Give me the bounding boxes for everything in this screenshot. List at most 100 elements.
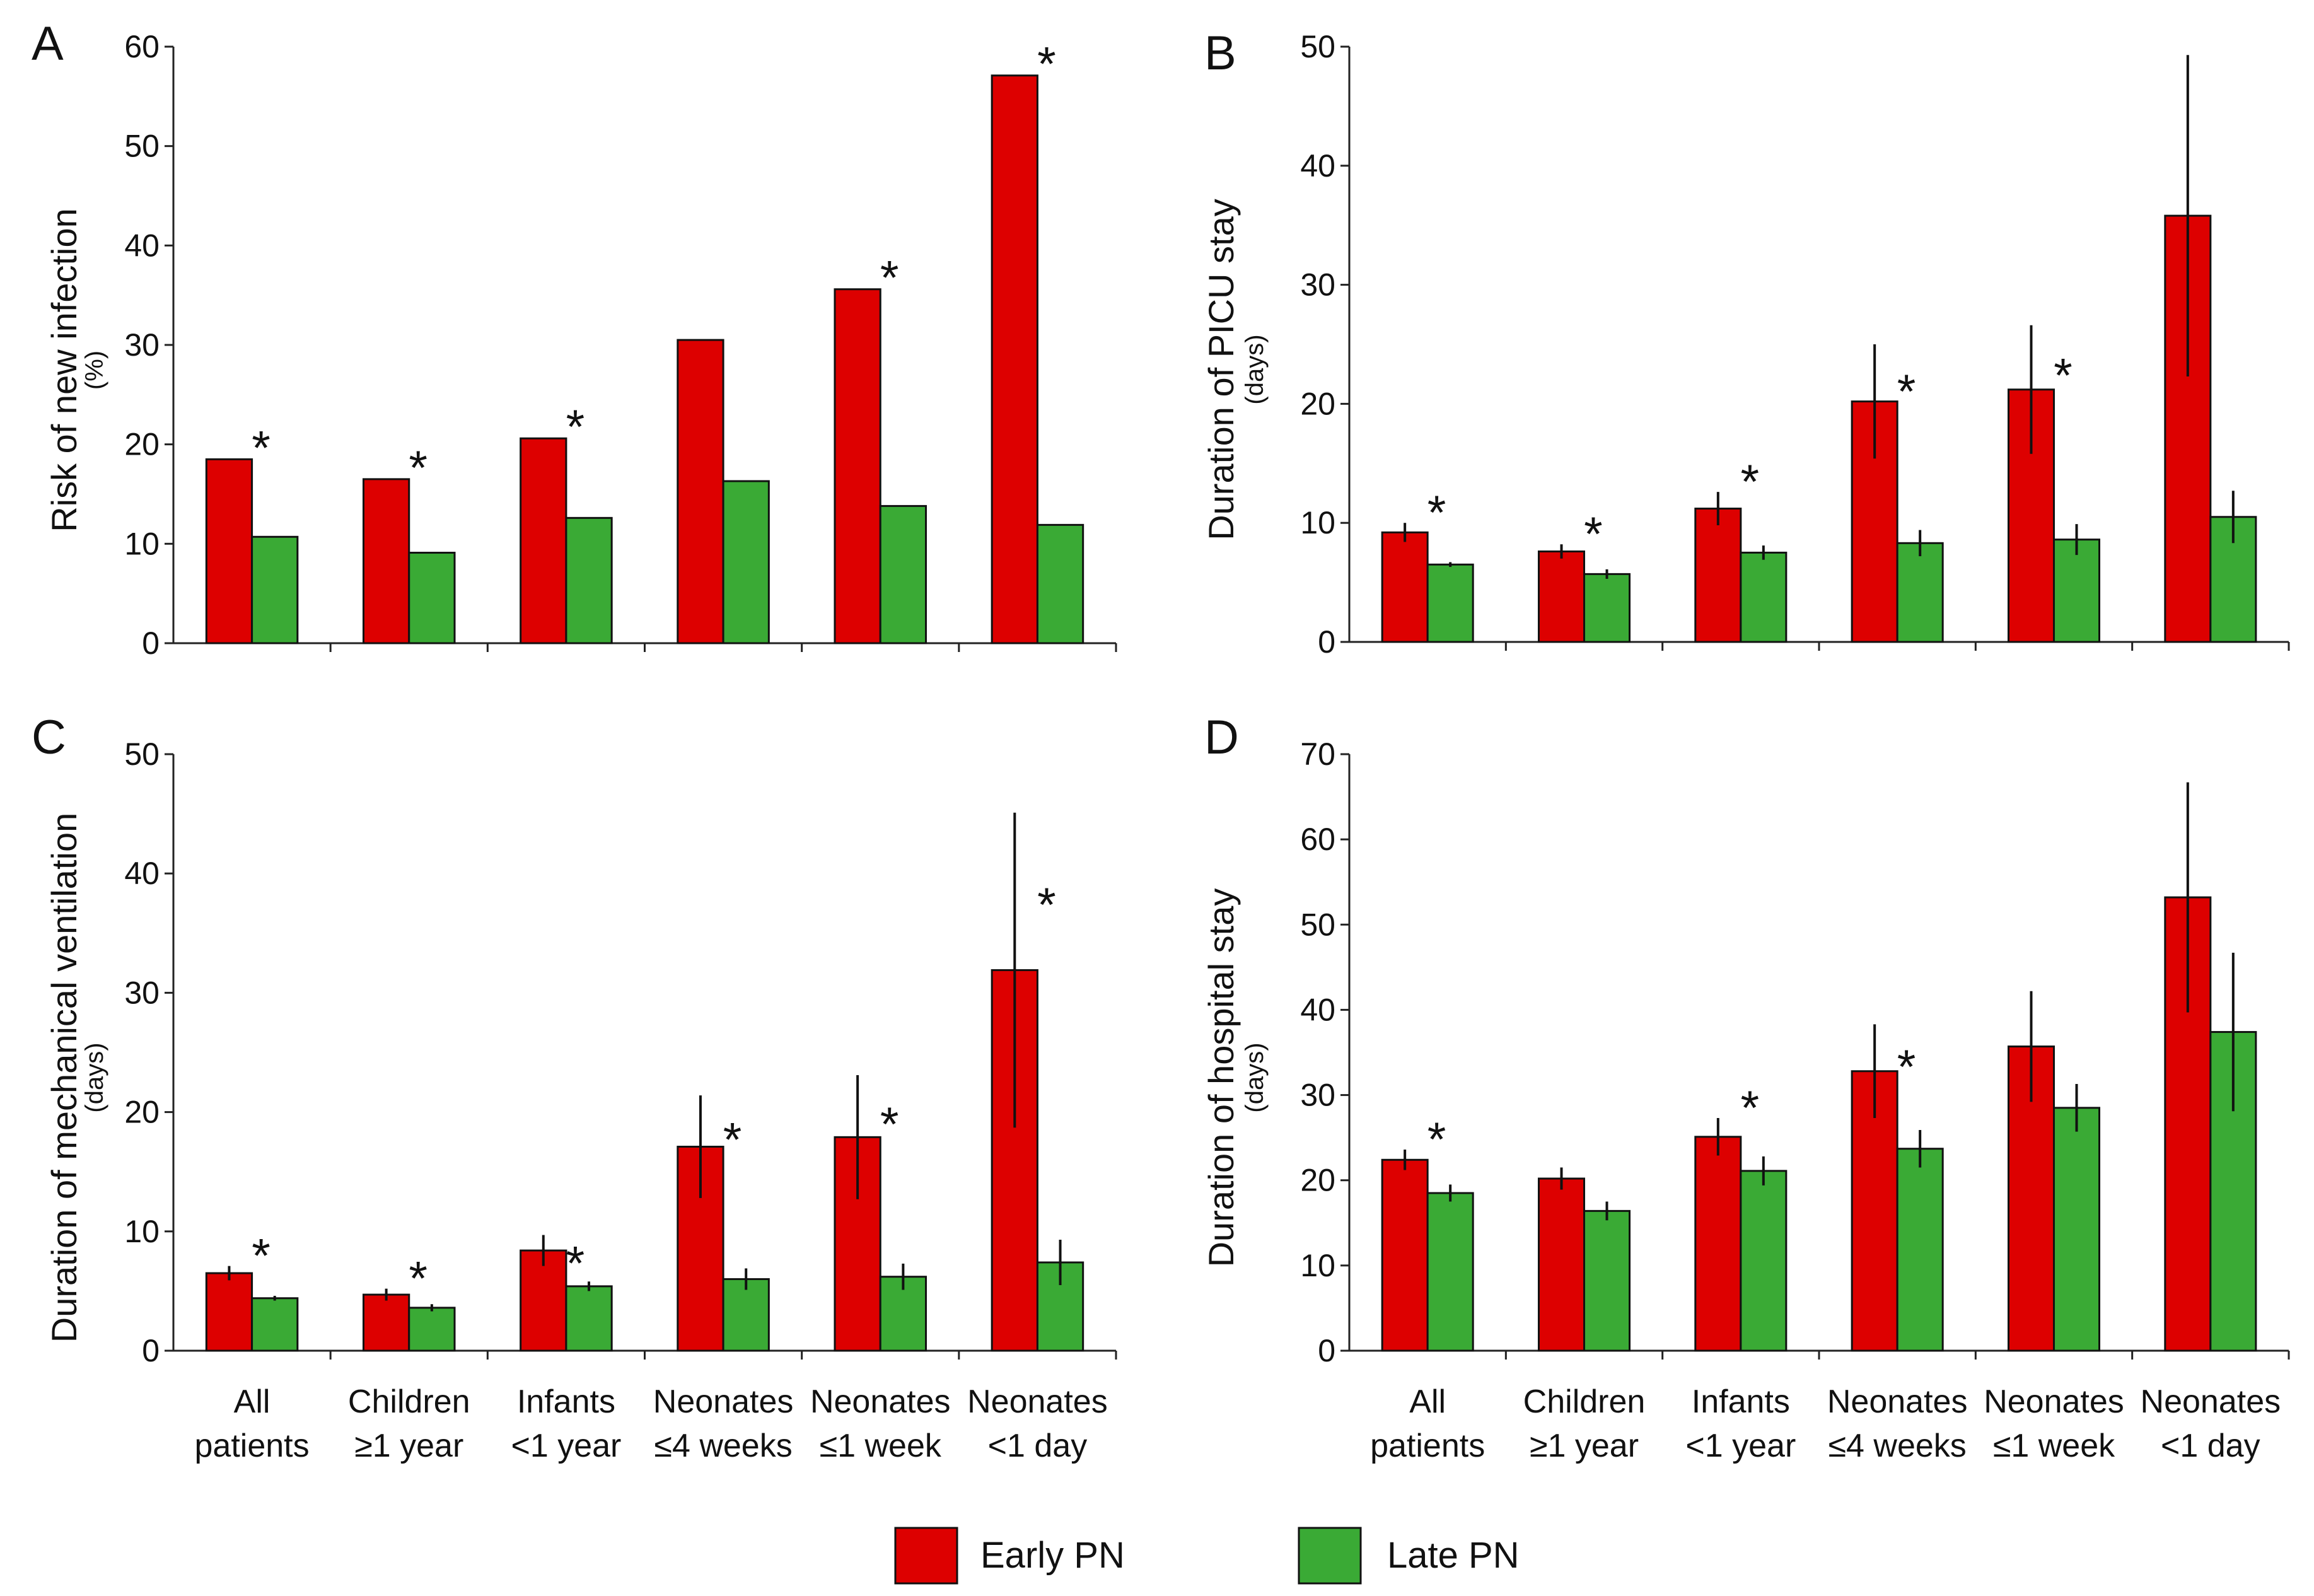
- late-pn-bar: [1896, 1148, 1944, 1352]
- significance-marker: *: [1740, 1081, 1759, 1135]
- y-tick-label: 10: [1300, 1248, 1335, 1283]
- late-pn-bar: [1036, 523, 1084, 644]
- panel-letter: D: [1204, 711, 1239, 764]
- y-tick-label: 0: [142, 626, 160, 661]
- late-pn-bar: [408, 552, 456, 644]
- early-pn-bar: [1381, 1158, 1429, 1352]
- early-pn-bar: [2164, 214, 2212, 643]
- category-label-line1: Children: [1523, 1383, 1646, 1420]
- y-tick-label: 30: [124, 327, 160, 363]
- late-pn-bar: [2053, 1107, 2101, 1352]
- y-axis-title: Duration of hospital stay: [1201, 888, 1241, 1267]
- early-pn-bar: [1537, 550, 1586, 643]
- significance-marker: *: [2054, 349, 2073, 403]
- significance-marker: *: [566, 1237, 585, 1291]
- legend-label: Late PN: [1387, 1535, 1520, 1576]
- category-label-line1: All: [1409, 1383, 1446, 1420]
- y-tick-label: 50: [124, 129, 160, 164]
- significance-marker: *: [252, 1230, 270, 1283]
- y-tick-label: 20: [124, 427, 160, 462]
- significance-marker: *: [1584, 508, 1603, 561]
- significance-marker: *: [1427, 1113, 1446, 1167]
- late-pn-bar: [722, 480, 770, 644]
- late-pn-bar: [1896, 542, 1944, 643]
- significance-marker: *: [566, 400, 585, 454]
- category-label-line1: Neonates: [1984, 1383, 2124, 1420]
- early-pn-bar: [520, 437, 567, 644]
- category-label-line2: patients: [195, 1428, 310, 1464]
- y-tick-label: 0: [1318, 1333, 1335, 1368]
- category-label-line1: Neonates: [1827, 1383, 1968, 1420]
- category-label-line1: All: [234, 1383, 270, 1420]
- y-tick-label: 60: [1300, 822, 1335, 857]
- y-tick-label: 30: [1300, 267, 1335, 303]
- category-label-line2: <1 day: [988, 1428, 1088, 1464]
- category-label-line2: <1 year: [1685, 1428, 1796, 1464]
- legend-label: Early PN: [980, 1535, 1125, 1576]
- category-label-line2: <1 day: [2161, 1428, 2260, 1464]
- early-pn-bar: [1381, 531, 1429, 643]
- y-axis-title: Duration of mechanical ventilation: [44, 813, 84, 1343]
- late-pn-bar: [1740, 1170, 1788, 1352]
- y-tick-label: 0: [142, 1333, 160, 1368]
- late-pn-bar: [565, 516, 613, 644]
- category-label-line2: ≤4 weeks: [654, 1428, 792, 1464]
- early-pn-bar: [677, 339, 724, 644]
- significance-marker: *: [1740, 455, 1759, 509]
- y-tick-label: 40: [124, 228, 160, 263]
- category-label-line1: Children: [348, 1383, 470, 1420]
- y-tick-label: 20: [1300, 386, 1335, 421]
- category-label-line1: Neonates: [653, 1383, 794, 1420]
- early-pn-bar: [1694, 508, 1742, 643]
- late-pn-bar: [1583, 1209, 1631, 1352]
- y-axis-unit: (days): [81, 1042, 108, 1112]
- significance-marker: *: [880, 252, 899, 305]
- late-pn-bar: [251, 535, 299, 644]
- y-tick-label: 70: [1300, 737, 1335, 772]
- significance-marker: *: [1037, 878, 1056, 932]
- significance-marker: *: [723, 1114, 742, 1167]
- late-pn-bar: [251, 1297, 299, 1352]
- early-pn-bar: [834, 288, 881, 644]
- category-label-line2: <1 year: [511, 1428, 621, 1464]
- panel-a-risk-of-new-infection: A 0 10 20 30 40 50 60 Risk of new infection(%) * *…: [32, 17, 1117, 661]
- significance-marker: *: [252, 421, 270, 475]
- y-axis-title: Duration of PICU stay: [1201, 199, 1241, 540]
- late-pn-bar: [1583, 573, 1631, 643]
- y-axis-title: Risk of new infection: [44, 208, 84, 532]
- panel-d-duration-of-hospital-stay: D 0 10 20 30 40 50 60 70 Duration of hospital sta…: [1201, 711, 2290, 1368]
- legend-swatch: [894, 1527, 958, 1585]
- late-pn-bar: [565, 1285, 613, 1352]
- panel-letter: B: [1204, 26, 1236, 80]
- late-pn-bar: [1426, 563, 1474, 643]
- y-tick-label: 30: [124, 975, 160, 1010]
- category-label-line2: ≥1 year: [1530, 1428, 1639, 1464]
- category-label-line2: ≤1 week: [820, 1428, 942, 1464]
- legend-swatch: [1298, 1527, 1362, 1585]
- y-tick-label: 30: [1300, 1078, 1335, 1113]
- significance-marker: *: [409, 441, 427, 495]
- significance-marker: *: [1897, 1040, 1916, 1094]
- late-pn-bar: [1740, 551, 1788, 643]
- y-tick-label: 60: [124, 29, 160, 64]
- y-tick-label: 20: [124, 1095, 160, 1130]
- y-tick-label: 40: [1300, 992, 1335, 1027]
- panel-b-duration-of-picu-stay: B 0 10 20 30 40 50 Duration of PICU stay (days) *…: [1201, 26, 2290, 660]
- y-tick-label: 10: [1300, 505, 1335, 540]
- y-tick-label: 50: [1300, 29, 1335, 64]
- significance-marker: *: [1897, 365, 1916, 419]
- y-tick-label: 10: [124, 526, 160, 561]
- category-labels: All patients Children ≥1 year Infants <1 year…: [195, 1383, 2281, 1464]
- late-pn-bar: [408, 1307, 456, 1352]
- significance-marker: *: [1037, 38, 1056, 91]
- category-label-line2: ≤4 weeks: [1829, 1428, 1967, 1464]
- significance-marker: *: [409, 1252, 427, 1306]
- y-axis-unit: (%): [81, 351, 108, 390]
- early-pn-bar: [205, 458, 253, 644]
- y-tick-label: 40: [124, 856, 160, 891]
- y-tick-label: 50: [1300, 907, 1335, 942]
- panel-letter: A: [32, 17, 64, 71]
- significance-marker: *: [1427, 486, 1446, 540]
- panel-letter: C: [32, 711, 66, 764]
